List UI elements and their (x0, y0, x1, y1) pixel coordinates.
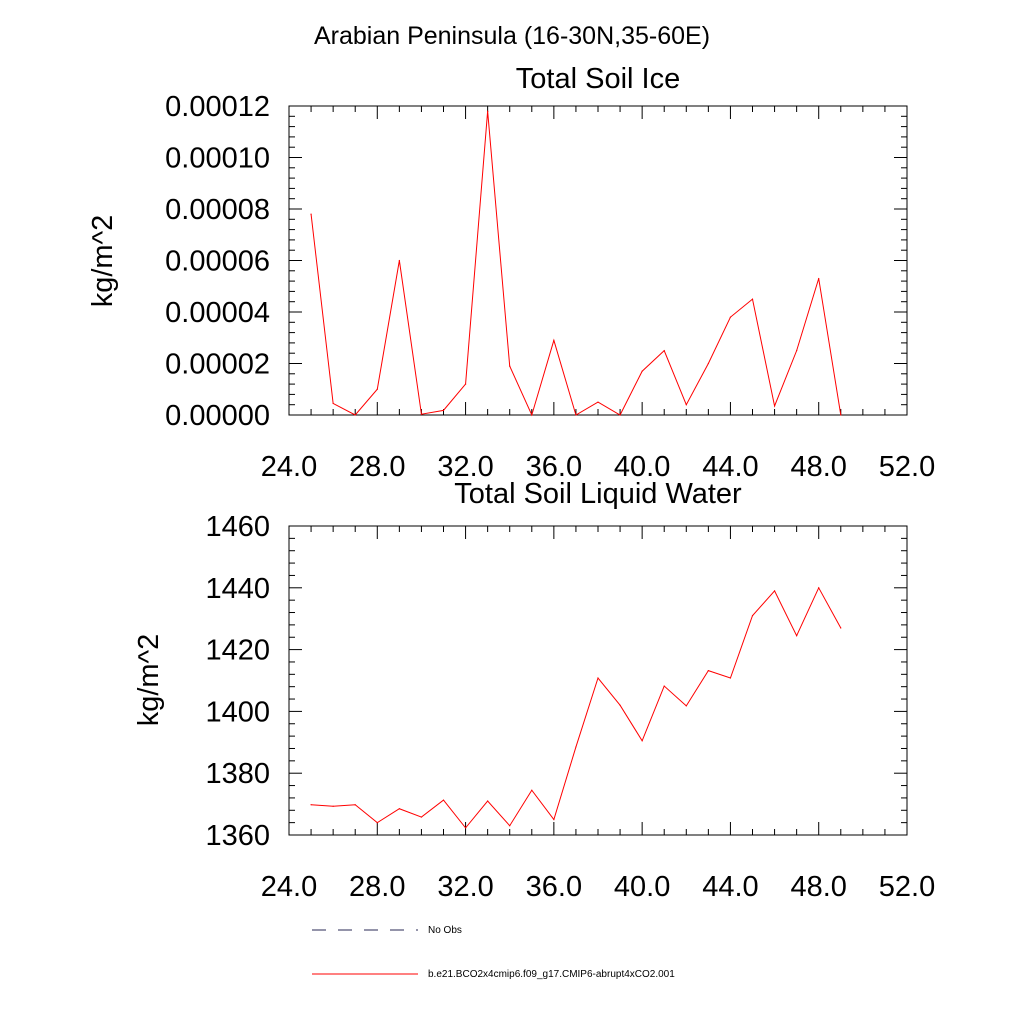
panel-total-soil-ice: Total Soil Ice 24.0 28.0 32.0 36.0 40.0 44.0 48… (87, 63, 935, 483)
chart-title: Total Soil Ice (516, 63, 680, 95)
data-point (553, 818, 555, 821)
x-tick-label: 48.0 (790, 871, 846, 903)
y-tick-label: 1440 (205, 573, 270, 605)
data-point (531, 414, 533, 416)
figure-title: Arabian Peninsula (16-30N,35-60E) (314, 22, 710, 50)
data-point (531, 789, 533, 791)
panel-total-soil-liquid-water: Total Soil Liquid Water 24.0 28.0 32.0 36.0 4… (133, 478, 935, 903)
chart-title: Total Soil Liquid Water (454, 478, 742, 510)
x-tick-label: 28.0 (349, 871, 405, 903)
x-tick-label: 44.0 (702, 871, 758, 903)
data-point (376, 822, 378, 824)
data-point (641, 370, 643, 372)
x-tick-label: 36.0 (526, 451, 582, 483)
x-tick-label: 32.0 (437, 451, 493, 483)
x-tick-label: 28.0 (349, 451, 405, 483)
data-point (509, 825, 511, 827)
plot-frame (288, 105, 908, 416)
data-point (773, 405, 776, 407)
data-point (553, 339, 555, 341)
y-axis-label: kg/m^2 (87, 215, 119, 308)
legend-label-no-obs: No Obs (428, 925, 462, 936)
data-point (840, 627, 842, 629)
y-tick-label: 0.00000 (165, 400, 270, 432)
x-tick-label: 40.0 (614, 451, 670, 483)
y-tick-label: 0.00004 (165, 297, 270, 329)
data-point (751, 615, 754, 617)
y-tick-label: 0.00012 (165, 91, 270, 123)
x-tick-label: 36.0 (526, 871, 582, 903)
data-point (509, 365, 511, 367)
y-tick-label: 0.00010 (165, 143, 270, 175)
data-point (310, 804, 312, 806)
data-point (773, 590, 776, 592)
x-tick-label: 52.0 (879, 451, 935, 483)
data-point (796, 350, 798, 352)
x-tick-label: 44.0 (702, 451, 758, 483)
data-point (751, 298, 754, 300)
y-tick-label: 1460 (205, 511, 270, 543)
data-point (619, 414, 621, 416)
data-point (310, 213, 312, 215)
data-point (597, 677, 599, 679)
data-point (685, 705, 687, 707)
data-point (398, 259, 400, 262)
data-point (420, 413, 423, 415)
data-point (442, 409, 445, 411)
x-tick-label: 24.0 (261, 871, 317, 903)
y-tick-label: 1400 (205, 696, 270, 728)
data-point (619, 704, 621, 706)
data-point (487, 110, 489, 112)
series-line-soil-ice (310, 111, 842, 417)
y-axis-label: kg/m^2 (133, 634, 165, 727)
x-tick-label: 48.0 (790, 451, 846, 483)
data-point (464, 827, 467, 829)
x-tick-label: 32.0 (437, 871, 493, 903)
x-tick-label: 40.0 (614, 871, 670, 903)
data-point (729, 316, 732, 318)
data-point (663, 350, 665, 352)
data-point (840, 414, 842, 416)
data-point (332, 805, 334, 807)
y-tick-label: 1380 (205, 758, 270, 790)
y-tick-label: 0.00006 (165, 246, 270, 278)
legend: No Obs b.e21.BCO2x4cmip6.f09_g17.CMIP6-a… (312, 925, 675, 980)
data-point (796, 635, 798, 637)
data-point (707, 362, 709, 365)
data-point (575, 746, 577, 748)
data-point (354, 804, 356, 806)
data-point (332, 402, 334, 405)
data-point (597, 401, 599, 403)
data-point (641, 740, 643, 742)
data-point (420, 816, 423, 818)
y-tick-label: 1360 (205, 820, 270, 852)
data-point (354, 414, 356, 416)
data-point (818, 587, 820, 589)
data-point (487, 800, 489, 802)
data-point (398, 808, 400, 810)
data-point (376, 388, 378, 390)
y-tick-label: 1420 (205, 635, 270, 667)
plot-frame (288, 525, 908, 836)
data-point (575, 414, 577, 416)
y-tick-label: 0.00008 (165, 194, 270, 226)
data-point (818, 277, 820, 280)
data-point (685, 404, 687, 406)
y-tick-label: 0.00002 (165, 349, 270, 381)
data-point (663, 685, 665, 687)
legend-label-model: b.e21.BCO2x4cmip6.f09_g17.CMIP6-abrupt4x… (428, 969, 675, 980)
data-point (729, 677, 732, 679)
data-point (464, 383, 467, 385)
series-line-soil-liquid (311, 586, 842, 829)
x-tick-label: 52.0 (879, 871, 935, 903)
data-point (707, 670, 709, 672)
data-point (442, 799, 445, 801)
x-tick-label: 24.0 (261, 451, 317, 483)
